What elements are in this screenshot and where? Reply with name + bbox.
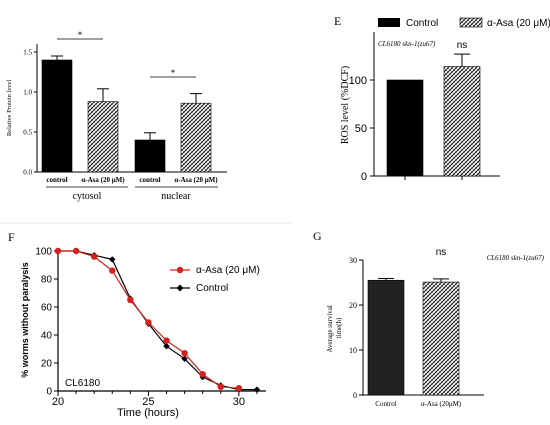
legend-label-control: Control — [196, 283, 228, 294]
chart-title: CL6180 skn-1(zu67) — [378, 40, 436, 48]
x-tick-label: 30 — [233, 396, 245, 408]
significance-star-nuclear: * — [171, 68, 176, 78]
data-point — [109, 267, 116, 274]
bar — [134, 139, 166, 173]
y-axis-label-line-1: Average survival — [326, 305, 334, 353]
legend-marker-alpha-asa — [176, 266, 184, 274]
y-axis-label: Relative Protein level — [6, 80, 13, 137]
panel-protein-level: 0.0 0.5 1.0 1.5 Relative Protein level cont… — [6, 30, 227, 202]
y-axis-label: % worms without paralysis — [20, 262, 30, 378]
y-axis-label: Average survival time(h) — [326, 303, 343, 352]
data-point — [163, 343, 170, 350]
data-point — [253, 386, 261, 393]
y-tick-label: 0.0 — [23, 169, 32, 177]
x-tick-label: Control — [375, 400, 396, 408]
bar — [422, 281, 460, 396]
data-point — [163, 337, 170, 344]
bar — [87, 101, 119, 173]
bar — [180, 102, 212, 173]
panel-g-survival-time: G CL6180 skn-1(zu67) 0 10 20 30 Control α-As… — [313, 229, 545, 408]
legend-label-control: Control — [406, 18, 438, 29]
y-axis-label: ROS level (%DCF) — [340, 66, 351, 144]
chart-title: CL6180 skn-1(zu67) — [487, 254, 545, 262]
data-point — [109, 256, 116, 263]
data-point — [199, 371, 206, 378]
y-tick-label: 50 — [355, 123, 367, 135]
data-point — [72, 247, 80, 255]
data-point — [217, 383, 224, 390]
significance-ns: ns — [436, 247, 447, 258]
strain-annotation: CL6180 — [65, 378, 100, 389]
significance-ns: ns — [457, 40, 468, 51]
data-point — [181, 355, 188, 362]
y-tick-label: 60 — [41, 303, 53, 314]
group-label-nuclear: nuclear — [161, 191, 191, 202]
y-tick-label: 100 — [35, 247, 52, 258]
legend-label-alpha-asa: α-Asa (20 μM) — [487, 18, 550, 29]
data-point — [145, 319, 152, 326]
x-axis-label: Time (hours) — [117, 407, 179, 419]
bar — [386, 79, 424, 177]
panel-letter-e: E — [334, 14, 341, 28]
x-tick-label: control — [139, 176, 160, 184]
x-tick-label: α-Asa (20 μM) — [174, 176, 218, 184]
legend-swatch-control — [378, 18, 400, 27]
legend-swatch-alpha-asa — [459, 17, 483, 28]
x-tick-label: control — [46, 176, 67, 184]
bar — [443, 66, 481, 177]
x-tick-label: 25 — [142, 396, 154, 408]
y-tick-label: 20 — [349, 301, 357, 310]
y-tick-label: 0 — [46, 387, 52, 398]
bar — [367, 279, 405, 396]
data-point — [54, 247, 62, 255]
data-point — [181, 350, 188, 357]
data-point — [127, 296, 134, 304]
x-tick-label: 20 — [52, 396, 64, 408]
y-tick-label: 0 — [361, 171, 367, 183]
y-tick-label: 100 — [349, 75, 367, 87]
y-tick-label: 30 — [349, 256, 357, 265]
x-tick-label: α-Asa (20 μM) — [81, 176, 125, 184]
y-tick-label: 20 — [41, 359, 53, 370]
y-tick-label: 40 — [41, 331, 53, 342]
y-tick-label: 1.5 — [23, 49, 32, 57]
x-tick-label: α-Asa (20μM) — [421, 400, 462, 408]
y-tick-label: 1.0 — [23, 89, 32, 97]
y-axis-label-line-2: time(h) — [335, 317, 343, 338]
legend-label-alpha-asa: α-Asa (20 μM) — [196, 265, 260, 276]
significance-star-cytosol: * — [78, 30, 83, 40]
data-point — [235, 385, 243, 392]
panel-e-ros-level: E Control α-Asa (20 μM) CL6180 skn-1(zu6… — [334, 14, 550, 183]
data-point — [90, 253, 98, 260]
y-tick-label: 10 — [349, 346, 357, 355]
y-tick-label: 80 — [41, 275, 53, 286]
y-tick-label: 0.5 — [23, 129, 32, 137]
panel-letter-g: G — [313, 229, 322, 243]
panel-letter-f: F — [8, 230, 15, 244]
group-label-cytosol: cytosol — [73, 191, 102, 202]
y-tick-label: 0 — [353, 391, 357, 400]
legend-marker-control — [176, 284, 184, 292]
bar — [41, 59, 73, 173]
